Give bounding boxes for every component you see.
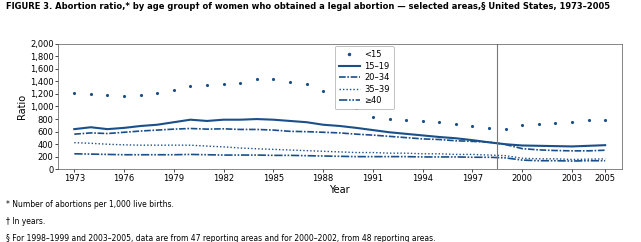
Y-axis label: Ratio: Ratio <box>17 94 27 119</box>
Text: † In years.: † In years. <box>6 217 46 226</box>
Legend: <15, 15–19, 20–34, 35–39, ≥40: <15, 15–19, 20–34, 35–39, ≥40 <box>335 46 394 109</box>
Text: FIGURE 3. Abortion ratio,* by age group† of women who obtained a legal abortion : FIGURE 3. Abortion ratio,* by age group†… <box>6 2 610 11</box>
Text: * Number of abortions per 1,000 live births.: * Number of abortions per 1,000 live bir… <box>6 200 174 209</box>
Text: § For 1998–1999 and 2003–2005, data are from 47 reporting areas and for 2000–200: § For 1998–1999 and 2003–2005, data are … <box>6 234 436 242</box>
X-axis label: Year: Year <box>329 185 350 195</box>
